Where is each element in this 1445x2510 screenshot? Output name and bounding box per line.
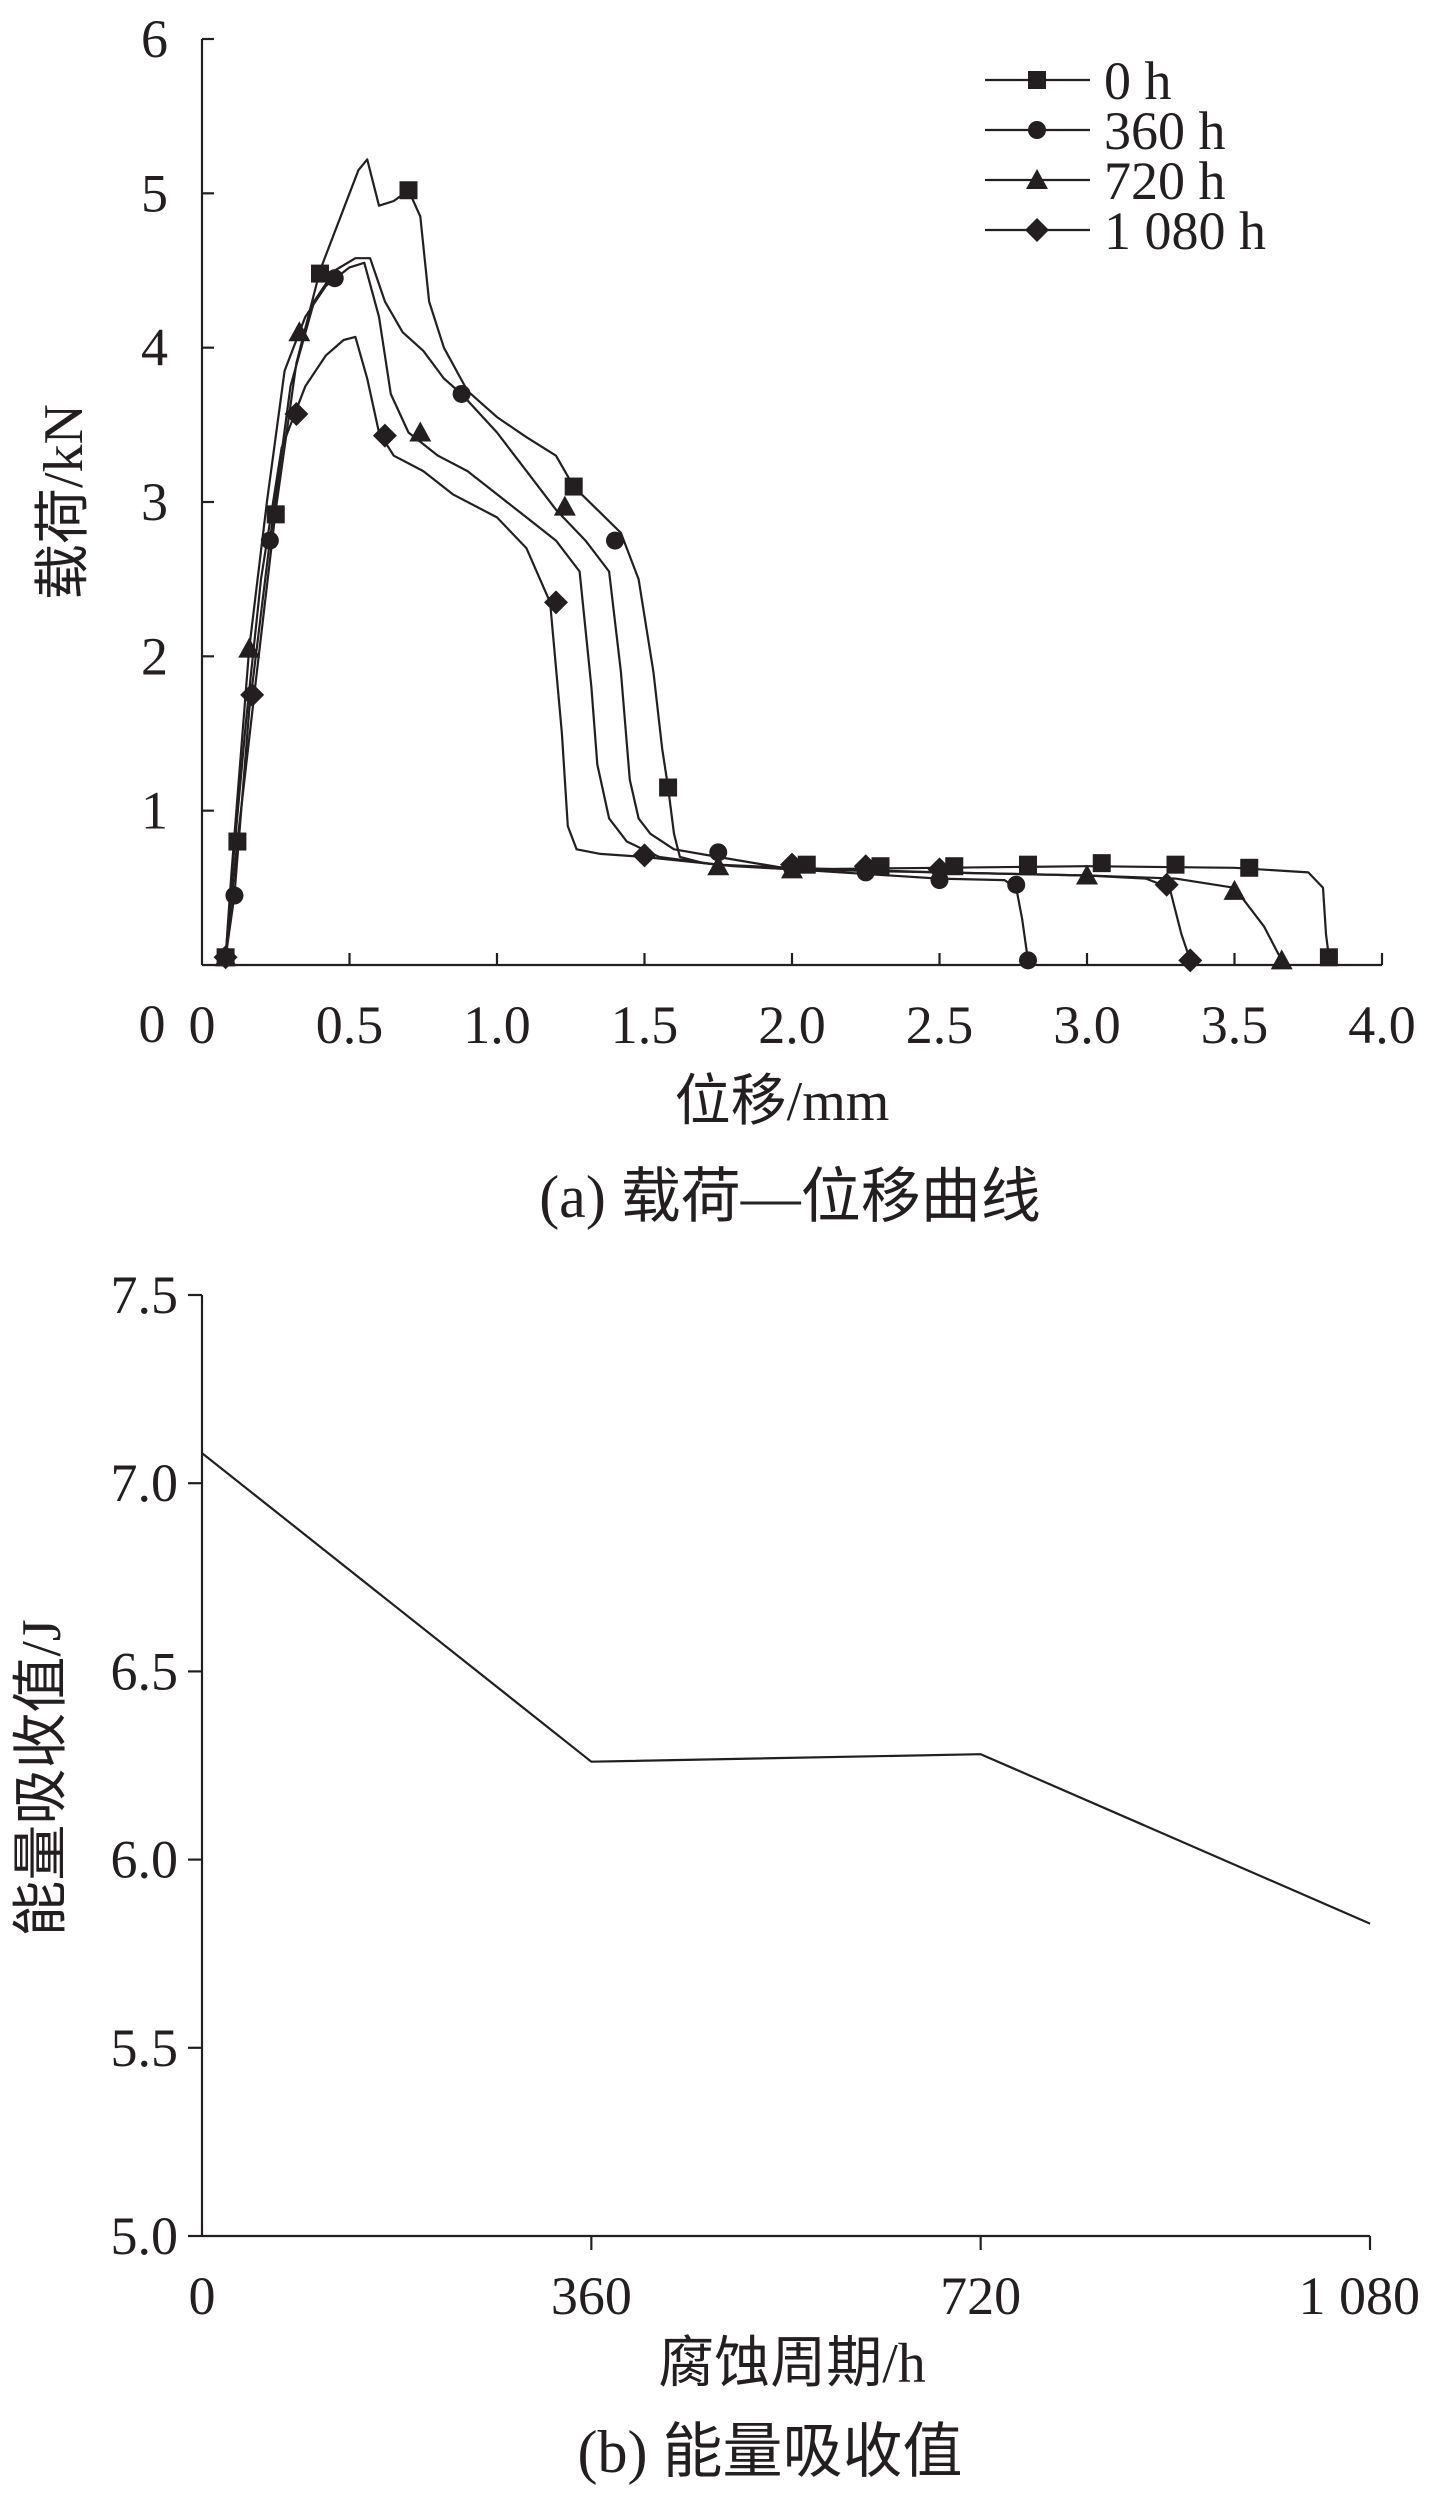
chart-a-y-tick-label: 2 [141,626,168,686]
legend-entry: 0 h [985,51,1172,111]
legend-label: 720 h [1104,151,1226,211]
chart-a-data-point [1019,951,1037,970]
chart-a-data-point [225,886,244,905]
chart-b-x-axis-title: 腐蚀周期/h [658,2333,926,2395]
chart-a-data-point [1223,879,1246,900]
chart-a-data-point [632,843,657,868]
legend-marker [1028,71,1046,89]
chart-a-data-point [927,857,952,882]
chart-a-data-point [606,531,624,550]
chart-a-data-point [1007,875,1026,894]
chart-b-axes [200,1295,1370,2238]
chart-a-y-tick-label: 1 [141,781,168,841]
legend-label: 0 h [1104,51,1172,111]
chart-a-x-ticks: 0 0.5 1.0 1.5 2.0 2.5 3.0 3.5 4.0 [189,953,1416,1055]
chart-b-y-tick-label: 5.0 [111,2206,179,2266]
chart-a-data-point [409,421,432,442]
legend-label: 1 080 h [1104,201,1266,261]
chart-b-x-tick-label: 0 [189,2266,216,2326]
chart-a-data-point [238,637,261,658]
chart-b-y-ticks: 5.0 5.5 6.0 6.5 7.0 7.5 [111,1265,202,2266]
chart-a-y-tick-label: 4 [141,318,168,378]
chart-b-x-tick-label: 720 [940,2266,1021,2326]
chart-a-data-point [1319,948,1338,967]
legend-marker [1028,121,1046,139]
chart-a-series-line [224,335,1192,961]
chart-a-data-point [1019,855,1037,874]
chart-a-data-point [1092,854,1111,873]
legend-marker [1026,169,1048,189]
chart-a-series-3 [213,335,1203,973]
chart-a-data-point [288,321,311,342]
chart-a-data-point [311,264,329,283]
chart-b-y-tick-label: 6.0 [111,1830,179,1890]
chart-a-x-axis-title: 位移/mm [675,1071,890,1133]
chart-a-caption: (a) 载荷—位移曲线 [539,1164,1041,1230]
legend-label: 360 h [1104,101,1226,161]
chart-b-y-axis-title: 能量吸收值/J [11,1619,73,1936]
chart-a-series-1 [224,257,1037,970]
chart-a-data-point [452,384,471,403]
legend-entry: 1 080 h [985,201,1266,261]
chart-b: 0 360 720 1 080 5.0 5.5 6.0 6.5 7.0 7.5 腐蚀周期/h 能… [11,1265,1420,2485]
chart-b-series [201,1452,1371,1925]
chart-a-series-line [224,158,1330,958]
chart-b-x-tick-label: 1 080 [1299,2266,1421,2326]
chart-a-series-0 [216,158,1338,967]
chart-a-y-tick-label: 5 [141,163,168,223]
chart-a-data-point [564,477,583,496]
chart-a-x-tick-label: 3.0 [1053,995,1121,1055]
chart-a-series [213,158,1338,973]
chart-a-data-point [780,852,804,877]
chart-a-data-point [709,843,728,862]
chart-a-x-tick-label: 3.5 [1201,995,1269,1055]
chart-a-x-tick-label: 2.5 [906,995,974,1055]
chart-a: 0 0.5 1.0 1.5 2.0 2.5 3.0 3.5 4.0 1 2 3 4 5 6 0 位移/mm… [33,9,1416,1230]
chart-a-x-tick-label: 0 [189,995,216,1055]
chart-b-y-tick-label: 5.5 [111,2018,179,2078]
legend-entry: 360 h [985,101,1226,161]
legend-marker [1025,218,1049,242]
chart-a-data-point [284,402,309,427]
chart-a-data-point [1166,855,1185,874]
chart-a-x-tick-label: 2.0 [758,995,826,1055]
chart-a-data-point [544,590,568,615]
chart-b-x-tick-label: 360 [551,2266,632,2326]
chart-b-y-tick-label: 6.5 [111,1641,179,1701]
chart-a-y-axis-title: 载荷/kN [33,404,95,600]
chart-a-y-zero-label: 0 [139,994,166,1054]
chart-a-data-point [853,854,878,879]
chart-a-y-ticks: 1 2 3 4 5 6 [141,9,214,841]
chart-a-data-point [1178,948,1203,973]
chart-a-data-point [240,682,265,707]
chart-b-x-ticks: 0 360 720 1 080 [189,2236,1421,2326]
chart-a-data-point [659,778,678,797]
chart-a-data-point [1240,858,1259,877]
chart-a-x-tick-label: 4.0 [1348,995,1416,1055]
chart-a-y-tick-label: 6 [141,9,168,69]
chart-b-y-tick-label: 7.5 [111,1265,179,1325]
chart-a-data-point [1270,949,1293,970]
chart-a-data-point [372,423,397,448]
chart-a-data-point [1154,872,1179,897]
chart-b-caption: (b) 能量吸收值 [578,2419,963,2485]
chart-a-x-tick-label: 1.0 [463,995,531,1055]
chart-a-data-point [213,945,238,970]
chart-a-x-tick-label: 1.5 [611,995,679,1055]
chart-a-x-tick-label: 0.5 [316,995,384,1055]
chart-a-data-point [553,495,576,516]
chart-b-series-line [201,1452,1371,1925]
chart-a-series-line [224,261,1283,961]
chart-a-data-point [399,181,418,200]
chart-b-y-tick-label: 7.0 [111,1453,179,1513]
legend-entry: 720 h [985,151,1226,211]
chart-a-y-tick-label: 3 [141,472,168,532]
